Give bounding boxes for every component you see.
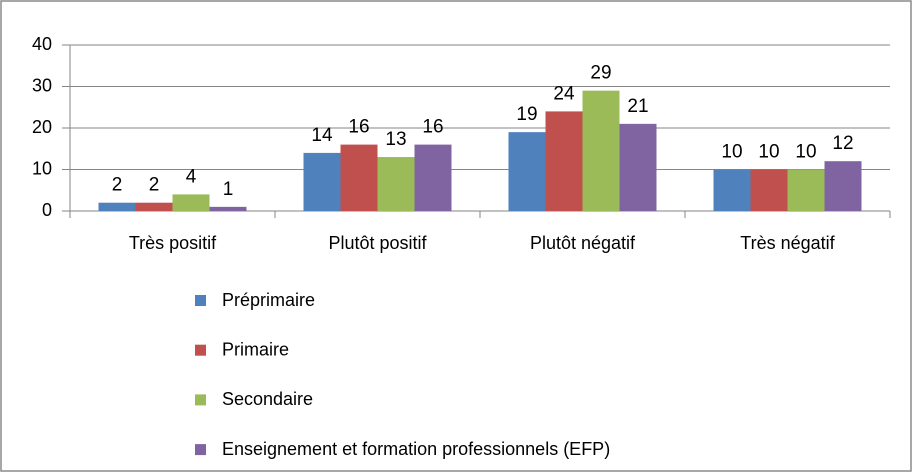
data-label: 10: [758, 142, 779, 163]
data-label: 4: [186, 166, 197, 187]
legend-swatch: [195, 344, 206, 356]
data-label: 13: [385, 129, 406, 150]
y-tick-label: 30: [32, 75, 52, 95]
x-tick-label: Très négatif: [740, 233, 835, 253]
bar: [303, 152, 341, 211]
bar: [508, 132, 546, 211]
data-label: 24: [553, 83, 575, 104]
legend-label: Préprimaire: [222, 290, 315, 310]
data-label: 21: [627, 96, 648, 117]
bar: [209, 206, 247, 211]
legend-label: Secondaire: [222, 389, 313, 409]
bar: [172, 194, 210, 211]
data-label: 12: [832, 133, 853, 154]
data-label: 16: [422, 117, 443, 138]
x-tick-label: Plutôt négatif: [530, 233, 636, 253]
y-tick-label: 0: [42, 200, 52, 220]
bar: [619, 123, 657, 211]
data-label: 10: [795, 142, 816, 163]
bar: [135, 202, 173, 211]
y-tick-label: 40: [32, 34, 52, 54]
bar: [414, 144, 452, 211]
bar: [545, 111, 583, 211]
bar: [713, 169, 751, 211]
bar: [98, 202, 136, 211]
bar: [787, 169, 825, 211]
bar: [340, 144, 378, 211]
x-tick-label: Plutôt positif: [328, 233, 427, 253]
y-tick-label: 10: [32, 158, 52, 178]
legend-swatch: [195, 444, 206, 456]
bar: [377, 157, 415, 211]
data-label: 1: [223, 179, 234, 200]
data-label: 29: [590, 63, 611, 84]
data-label: 14: [311, 125, 333, 146]
x-tick-label: Très positif: [129, 233, 217, 253]
data-label: 16: [348, 117, 369, 138]
legend-swatch: [195, 394, 206, 406]
legend-label: Primaire: [222, 339, 289, 359]
bar: [582, 90, 620, 211]
legend-swatch: [195, 295, 206, 306]
legend-label: Enseignement et formation professionnels…: [222, 439, 610, 459]
y-tick-label: 20: [32, 117, 52, 137]
data-label: 2: [149, 175, 160, 196]
data-label: 2: [112, 175, 123, 196]
bar: [824, 161, 862, 211]
bar: [750, 169, 788, 211]
data-label: 19: [516, 104, 537, 125]
data-label: 10: [721, 142, 742, 163]
